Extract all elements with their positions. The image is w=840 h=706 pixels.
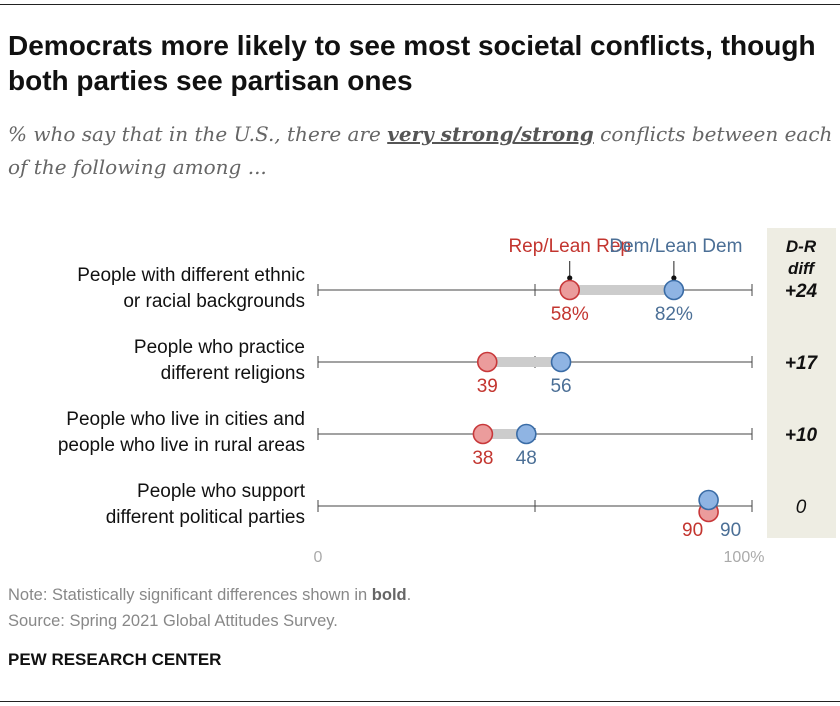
diff-header: D-R: [786, 237, 817, 256]
legend-rep: Rep/Lean Rep: [508, 236, 631, 257]
gap-bar: [569, 285, 674, 295]
rep-dot: [472, 423, 494, 445]
row-label: people who live in rural areas: [58, 435, 305, 456]
diff-value: +10: [785, 425, 818, 446]
diff-header: diff: [788, 259, 816, 278]
dem-dot: [550, 351, 572, 373]
rep-value-label: 58%: [551, 304, 589, 325]
note-text: Note: Statistically significant differen…: [8, 586, 372, 604]
diff-value: 0: [796, 497, 807, 518]
row-label: People who practice: [134, 337, 305, 358]
row-label: different religions: [161, 363, 305, 384]
rep-value-label: 39: [477, 376, 498, 397]
row-label: or racial backgrounds: [123, 291, 305, 312]
source: Source: Spring 2021 Global Attitudes Sur…: [8, 612, 338, 630]
note: Note: Statistically significant differen…: [8, 582, 411, 608]
x-tick-label: 0: [314, 549, 323, 566]
chart-notes: Note: Statistically significant differen…: [8, 582, 411, 634]
rep-dot: [559, 279, 581, 301]
row-label: People with different ethnic: [77, 265, 305, 286]
gap-bar: [487, 357, 562, 367]
row-label: People who live in cities and: [66, 409, 305, 430]
chart-title: Democrats more likely to see most societ…: [8, 30, 816, 96]
diff-column-bg: [767, 228, 836, 538]
dem-dot: [663, 279, 685, 301]
dem-value-label: 82%: [655, 304, 693, 325]
brand-logo-text: PEW RESEARCH CENTER: [8, 650, 222, 669]
rep-dot: [476, 351, 498, 373]
top-rule: [0, 4, 840, 5]
bottom-rule: [0, 701, 840, 702]
note-end: .: [406, 586, 412, 604]
row-label: different political parties: [106, 507, 305, 528]
subtitle-emphasis: very strong/strong: [387, 122, 594, 146]
x-tick-label: 100%: [724, 549, 765, 566]
dem-value-label: 56: [550, 376, 571, 397]
gap-bar: [482, 429, 527, 439]
chart-subtitle: % who say that in the U.S., there are ve…: [8, 118, 838, 184]
diff-value: +24: [785, 281, 818, 302]
dem-dot: [516, 423, 537, 445]
subtitle-text-end: conflicts between each of the following …: [8, 122, 833, 179]
row-label: People who support: [137, 481, 306, 502]
dem-dot: [698, 489, 719, 511]
legend-pointer-dot-rep: [567, 275, 573, 281]
diff-value: +17: [785, 353, 819, 374]
subtitle-text: % who say that in the U.S., there are: [8, 122, 388, 146]
rep-value-label: 38: [472, 448, 493, 469]
legend-dem: Dem/Lean Dem: [609, 236, 742, 257]
legend-pointer-dot-dem: [671, 275, 677, 281]
note-emphasis: bold: [371, 586, 407, 604]
dem-value-label: 90: [720, 520, 741, 541]
rep-value-label: 90: [682, 520, 703, 541]
dem-value-label: 48: [516, 448, 537, 469]
